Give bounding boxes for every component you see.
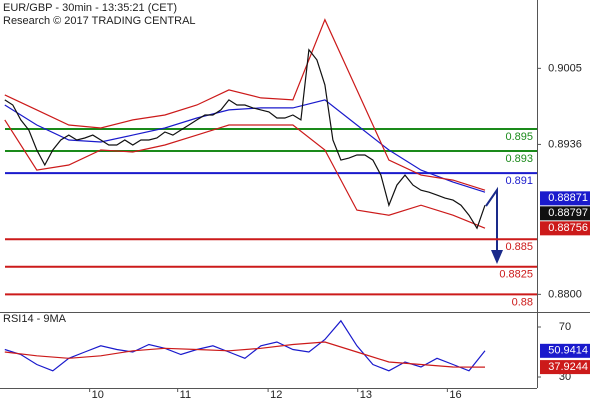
- price-tag: [540, 191, 590, 206]
- price-tag: [540, 206, 590, 221]
- rsi-title: RSI14 - 9MA: [3, 313, 67, 325]
- y-tick-label: 0.8936: [548, 138, 582, 150]
- series-line: [4, 99, 486, 193]
- y-tick-label: 70: [559, 321, 571, 333]
- level-label: 0.88: [512, 296, 533, 308]
- series-line: [4, 319, 486, 372]
- chart-title: EUR/GBP - 30min - 13:35:21 (CET): [3, 2, 177, 14]
- y-tick-label: 0.8800: [548, 288, 582, 300]
- price-tag-label: 37.9244: [548, 361, 588, 373]
- series-line: [4, 341, 486, 368]
- x-tick-label: 13: [360, 389, 372, 400]
- price-tag: [540, 360, 590, 375]
- chart-subtitle: Research © 2017 TRADING CENTRAL: [3, 15, 196, 27]
- forecast-arrowhead: [491, 250, 503, 264]
- level-label: 0.8825: [499, 269, 533, 281]
- price-tag-label: 0.88797: [548, 207, 588, 219]
- x-tick-label: 11: [180, 389, 191, 400]
- level-label: 0.893: [505, 153, 533, 165]
- x-tick-label: 16: [449, 389, 461, 400]
- price-tag-label: 0.88756: [548, 222, 588, 234]
- forecast-arrow: [485, 186, 498, 252]
- price-tag: [540, 343, 590, 358]
- y-tick-label: 0.9005: [548, 62, 582, 74]
- level-label: 0.895: [505, 131, 533, 143]
- series-line: [4, 18, 486, 191]
- level-label: 0.885: [505, 241, 533, 253]
- x-tick-label: 10: [92, 389, 104, 400]
- level-label: 0.891: [505, 175, 533, 187]
- series-line: [4, 48, 486, 230]
- series-line: [4, 119, 486, 229]
- price-tag-label: 50.9414: [548, 345, 588, 357]
- price-tag: [540, 221, 590, 236]
- price-tag-label: 0.88871: [548, 192, 588, 204]
- x-tick-label: 12: [270, 389, 282, 400]
